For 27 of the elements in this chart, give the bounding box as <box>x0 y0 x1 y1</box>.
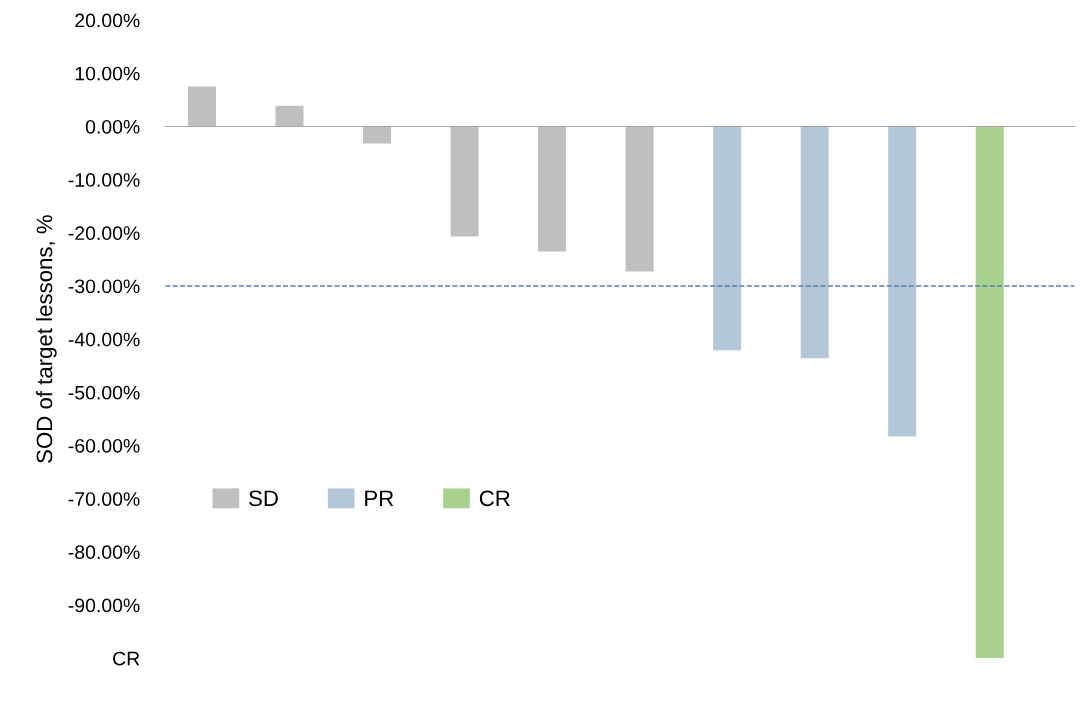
legend-label: SD <box>249 490 278 507</box>
y-tick-label: -80.00% <box>68 545 140 560</box>
legend-label: PR <box>365 490 394 506</box>
bar <box>188 86 216 127</box>
y-tick-label: -20.00% <box>68 226 140 241</box>
bar <box>538 126 567 252</box>
y-tick-label: 10.00% <box>75 66 140 81</box>
y-tick-label: -70.00% <box>68 492 140 506</box>
bar <box>888 126 917 437</box>
bar <box>975 126 1004 659</box>
bar <box>800 126 829 359</box>
y-tick-label: -60.00% <box>68 438 140 453</box>
bar <box>713 126 742 351</box>
y-tick-label: 20.00% <box>75 13 140 28</box>
y-tick-label: -50.00% <box>68 385 140 400</box>
bar <box>275 105 304 127</box>
y-tick-label: -40.00% <box>68 332 140 347</box>
y-tick-label: -10.00% <box>68 173 140 187</box>
y-tick-label: -90.00% <box>68 598 140 613</box>
y-axis-title: SOD of target lessons, % <box>36 215 57 463</box>
bar <box>450 126 479 237</box>
y-tick-label: 0.00% <box>85 119 140 134</box>
bar <box>363 126 392 144</box>
y-tick-label: -30.00% <box>68 279 140 294</box>
bar <box>625 126 654 272</box>
legend-label: CR <box>479 490 510 507</box>
y-tick-label: CR <box>113 651 140 666</box>
